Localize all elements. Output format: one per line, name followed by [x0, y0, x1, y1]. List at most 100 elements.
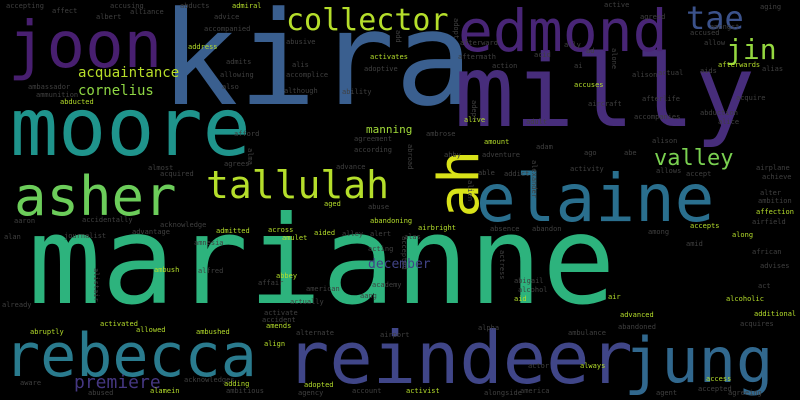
word-small: accompanies	[634, 113, 681, 121]
word-small: across	[268, 226, 294, 234]
word-jin: jin	[726, 33, 777, 66]
word-small: admitted	[216, 227, 250, 235]
word-small: alcoholic	[726, 295, 764, 303]
word-small: airbright	[418, 224, 456, 232]
word-small: advice	[214, 13, 240, 21]
word-small: agrees	[224, 160, 250, 168]
word-small: journalist	[64, 232, 107, 240]
word-small: aware	[20, 379, 42, 387]
word-small: amnesia	[194, 239, 224, 247]
word-small: always	[580, 362, 606, 370]
word-small: alert	[370, 230, 392, 238]
word-kira: kira	[160, 0, 474, 135]
word-small: adventure	[482, 151, 520, 159]
word-small: ago	[584, 149, 597, 157]
word-ah: ah	[427, 150, 492, 218]
word-small-vertical: abroad	[406, 144, 414, 170]
word-small: affect	[52, 7, 78, 15]
word-small: access	[706, 375, 732, 383]
word-small: alice	[718, 118, 740, 126]
word-small: although	[284, 87, 318, 95]
word-small: alley	[342, 230, 364, 238]
word-small: allows	[656, 167, 682, 175]
word-small: alan	[4, 233, 21, 241]
word-small: afterwards	[718, 61, 761, 69]
word-small: aged	[324, 200, 341, 208]
word-moore: moore	[10, 81, 251, 174]
word-small: adding	[224, 380, 250, 388]
word-small: alas	[404, 233, 421, 241]
word-small: accepted	[698, 385, 732, 393]
word-small: accusing	[110, 2, 144, 10]
word-acquaintance: acquaintance	[78, 65, 180, 81]
word-small: almost	[148, 164, 174, 172]
word-small: acquires	[740, 320, 774, 328]
word-small: alongside	[484, 389, 522, 397]
word-small: alcohol	[518, 286, 548, 294]
word-small: alive	[464, 116, 486, 124]
word-small: additional	[754, 310, 797, 318]
word-small: abandoning	[370, 217, 413, 225]
word-small: aids	[700, 67, 717, 75]
word-small: allow	[704, 39, 726, 47]
word-small: among	[648, 228, 670, 236]
word-milly: milly	[454, 33, 756, 150]
word-small: ad	[586, 47, 595, 55]
word-small: able	[478, 169, 495, 177]
word-small: ambulance	[568, 329, 606, 337]
word-small: abducts	[180, 2, 210, 10]
word-small: alis	[292, 61, 309, 69]
word-collector: collector	[286, 3, 449, 38]
word-small: addict	[504, 170, 530, 178]
word-small: agreement	[354, 135, 392, 143]
word-small: ambush	[154, 266, 180, 274]
word-small: abduction	[700, 109, 738, 117]
word-small: according	[354, 146, 392, 154]
word-small: african	[752, 248, 782, 256]
word-small-vertical: alexander	[530, 160, 538, 198]
word-small: account	[352, 387, 382, 395]
word-small: airplane	[756, 164, 790, 172]
word-rebecca: rebecca	[4, 321, 257, 391]
word-small: absence	[490, 225, 520, 233]
word-small: alter	[760, 189, 782, 197]
word-small: abigail	[514, 277, 544, 285]
word-small: accompanied	[204, 25, 251, 33]
word-small: adam	[536, 143, 553, 151]
word-small: allowing	[220, 71, 254, 79]
word-small: agreed	[640, 13, 666, 21]
word-small: activates	[370, 53, 408, 61]
word-small: airport	[380, 331, 410, 339]
word-small-vertical: accepted	[400, 236, 408, 270]
word-small: abused	[88, 389, 114, 397]
word-small-vertical: actress	[498, 250, 506, 280]
word-small: aaron	[14, 217, 36, 225]
word-small: affair	[258, 279, 284, 287]
word-small: afterlife	[642, 95, 680, 103]
word-small: acquire	[736, 94, 766, 102]
word-small: along	[732, 231, 754, 239]
word-small: abandon	[532, 225, 562, 233]
word-small: admits	[226, 58, 252, 66]
word-asher: asher	[14, 165, 177, 228]
word-small: abby	[444, 151, 461, 159]
word-small: advance	[336, 163, 366, 171]
word-december: december	[368, 257, 431, 272]
word-small-vertical: alien	[466, 180, 474, 202]
word-small: activist	[406, 387, 440, 395]
word-small-vertical: adopt	[452, 18, 460, 40]
word-small: alias	[762, 65, 784, 73]
word-small: ambition	[758, 197, 792, 205]
word-edmond: edmond	[458, 0, 668, 65]
word-cornelius: cornelius	[78, 83, 154, 99]
word-small: amulet	[282, 234, 308, 242]
word-manning: manning	[366, 123, 413, 136]
word-small: also	[222, 83, 239, 91]
word-small: aided	[314, 229, 336, 237]
word-valley: valley	[654, 146, 734, 171]
word-premiere: premiere	[74, 372, 161, 393]
word-small: activity	[570, 165, 604, 173]
word-small: amid	[686, 240, 703, 248]
word-small: ambushed	[196, 328, 230, 336]
